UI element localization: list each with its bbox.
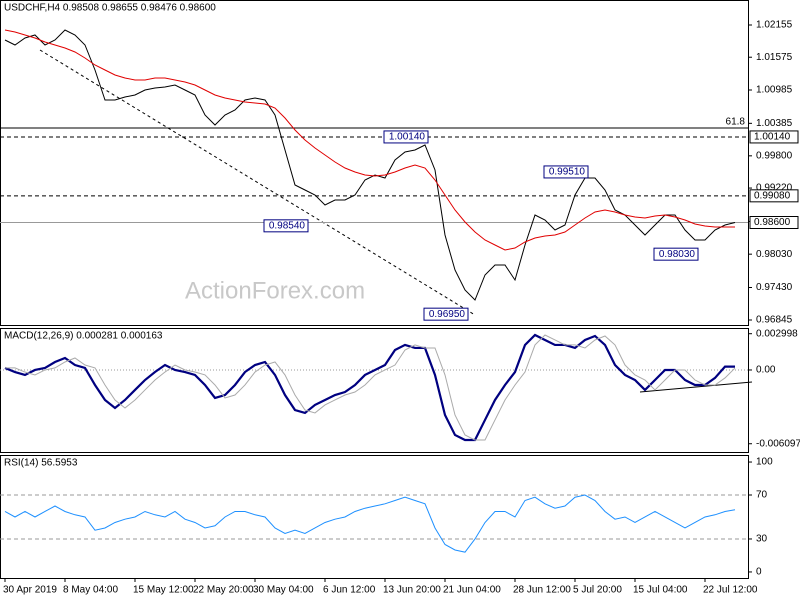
macd-trend-line: [639, 381, 753, 393]
macd-title: MACD(12,26,9) 0.000281 0.000163: [4, 331, 163, 342]
rsi-title: RSI(14) 56.5953: [4, 458, 78, 469]
level-box: [749, 189, 799, 203]
watermark: ActionForex.com: [185, 277, 365, 304]
rsi-panel: [0, 455, 749, 579]
x-tick-label: 21 Jun 04:00: [443, 585, 501, 596]
series-line: [5, 334, 736, 441]
annotation-box: [423, 307, 469, 321]
annotation-label: 0.98540: [269, 220, 306, 231]
y-tick-label: 1.02155: [756, 20, 793, 31]
x-tick-label: 8 May 04:00: [63, 585, 118, 596]
annotation-box: [263, 219, 309, 233]
y-tick-label: 1.01575: [756, 52, 793, 63]
level-label: 0.99080: [754, 190, 791, 201]
y-tick-label: 0.99220: [756, 183, 793, 194]
level-label: 1.00140: [754, 132, 791, 143]
x-tick-label: 30 May 04:00: [253, 585, 314, 596]
level-box: [749, 216, 799, 229]
level-box: [749, 130, 799, 144]
trend-line: [39, 49, 476, 316]
annotation-label: 1.00140: [389, 132, 426, 143]
y-tick-label: 0.99800: [756, 150, 793, 161]
y-tick-label: 0.98030: [756, 249, 793, 260]
y-tick-label: -0.006097: [756, 438, 800, 449]
price-panel: [0, 0, 749, 326]
x-tick-label: 28 Jun 12:00: [513, 585, 571, 596]
x-tick-label: 22 Jul 12:00: [703, 585, 758, 596]
y-tick-label: 0.00: [756, 365, 776, 376]
annotation-box: [653, 247, 699, 261]
series-line: [4, 29, 736, 301]
x-tick-label: 13 Jun 20:00: [383, 585, 441, 596]
y-tick-label: 70: [756, 490, 768, 501]
y-tick-label: 30: [756, 534, 768, 545]
y-tick-label: 1.00385: [756, 118, 793, 129]
x-tick-label: 6 Jun 12:00: [323, 585, 376, 596]
y-tick-label: 0: [756, 567, 762, 578]
annotation-label: 0.98030: [659, 249, 696, 260]
x-tick-label: 22 May 20:00: [193, 585, 254, 596]
y-tick-label: 0.97430: [756, 282, 793, 293]
x-tick-label: 30 Apr 2019: [3, 585, 57, 596]
y-tick-label: 1.00985: [756, 85, 793, 96]
level-label: 0.98600: [754, 217, 791, 228]
x-tick-label: 15 Jul 04:00: [633, 585, 688, 596]
price-title: USDCHF,H4 0.98508 0.98655 0.98476 0.9860…: [4, 3, 216, 14]
series-line: [4, 333, 735, 442]
annotation-box: [383, 130, 429, 144]
x-tick-label: 5 Jul 20:00: [573, 585, 622, 596]
annotation-label: 0.96950: [429, 309, 466, 320]
fib-label: 61.8: [726, 117, 746, 128]
y-tick-label: 100: [756, 457, 773, 468]
y-tick-label: 0.002998: [756, 328, 798, 339]
y-tick-label: 0.96845: [756, 315, 793, 326]
annotation-box: [543, 165, 589, 179]
annotation-label: 0.99510: [549, 167, 586, 178]
series-line: [4, 29, 735, 251]
x-tick-label: 15 May 12:00: [133, 585, 194, 596]
macd-panel: [0, 328, 749, 453]
series-line: [4, 494, 736, 553]
